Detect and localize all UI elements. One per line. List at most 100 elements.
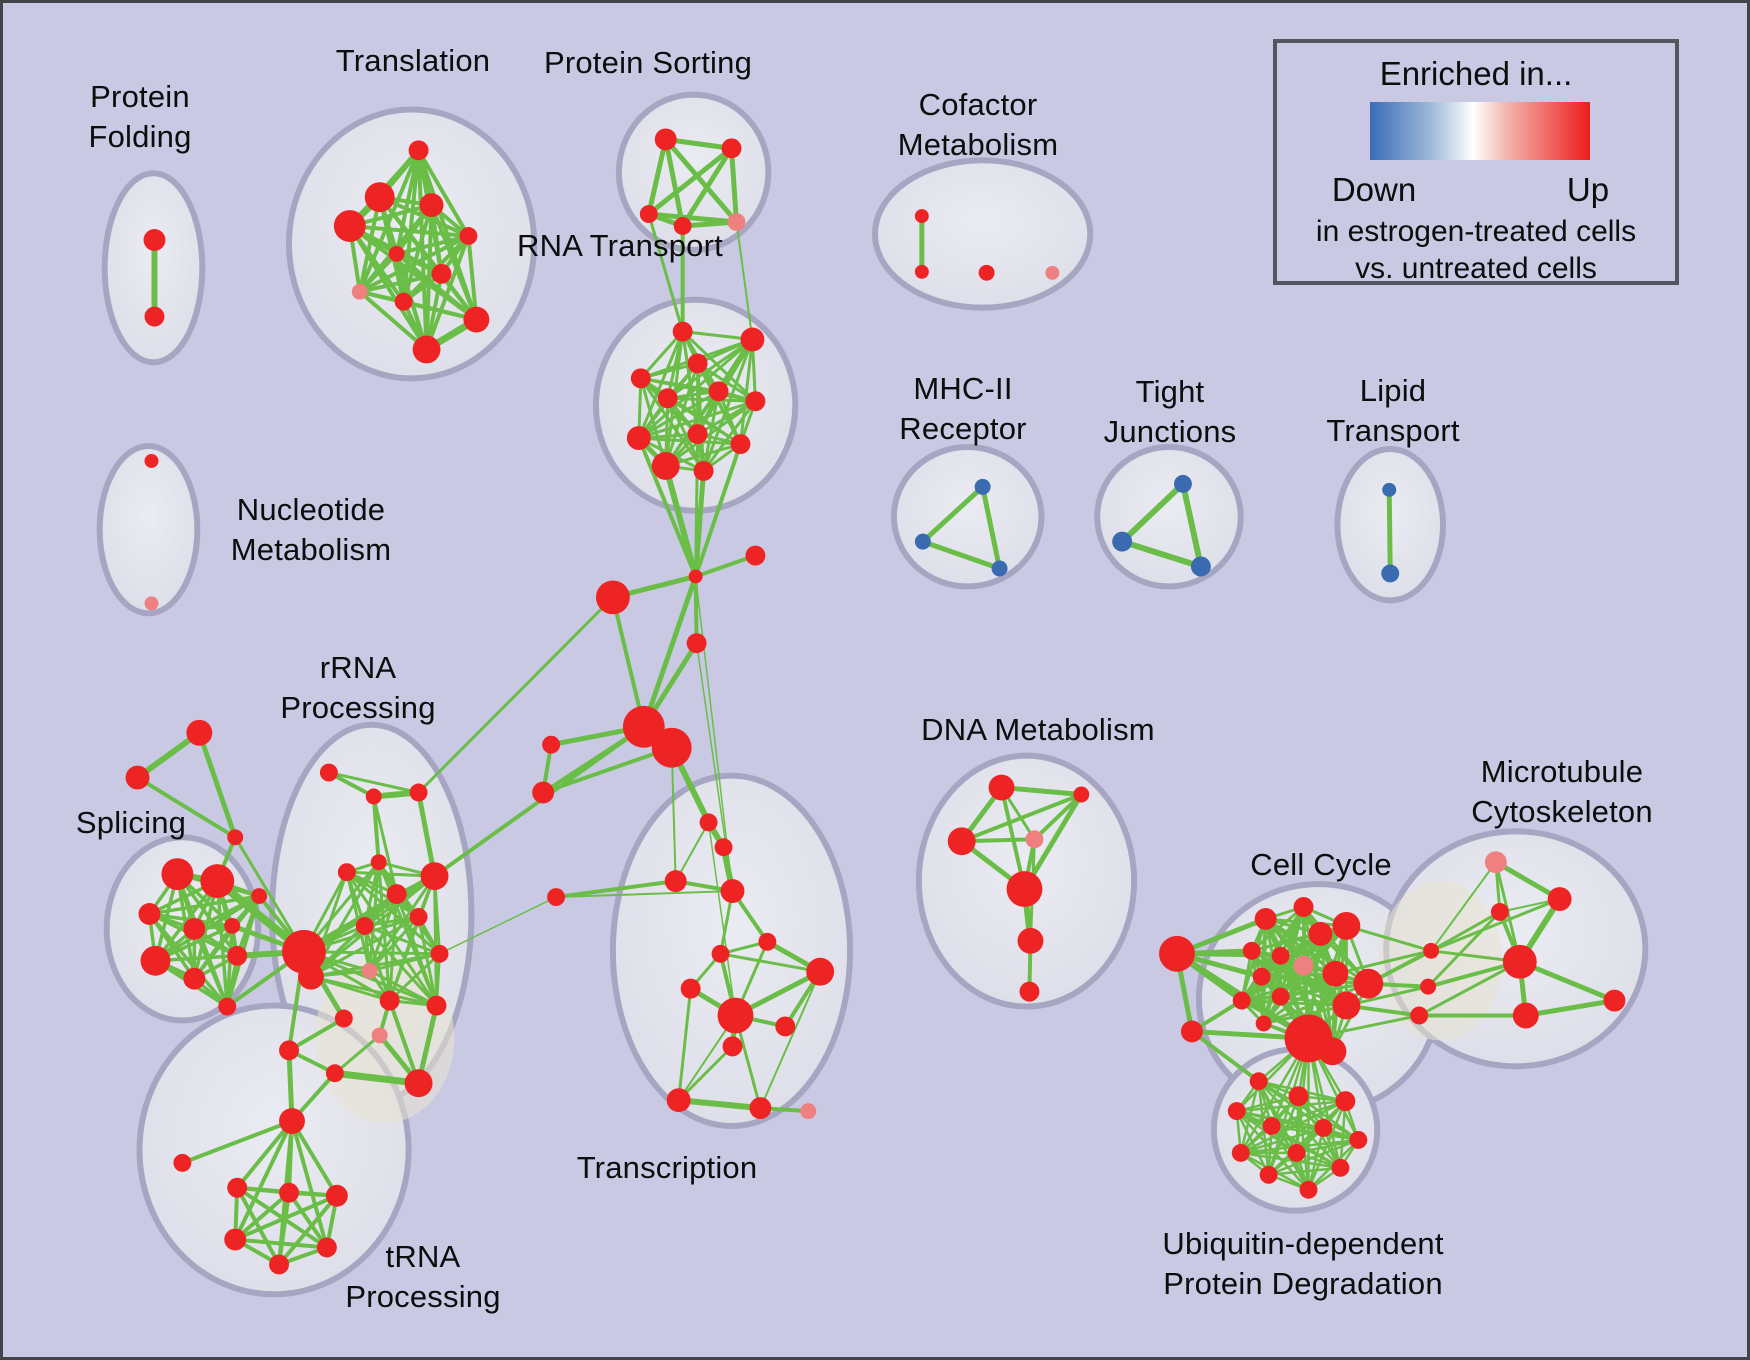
network-edge	[372, 794, 399, 896]
network-node-rt11	[651, 452, 680, 480]
network-edge	[327, 771, 421, 794]
network-node-h2	[297, 963, 324, 990]
network-edge	[287, 1190, 329, 1250]
network-node-r12	[379, 990, 400, 1011]
network-edge	[363, 924, 439, 1008]
network-edge	[1333, 949, 1433, 976]
network-edge	[636, 436, 698, 579]
network-node-ja	[1423, 942, 1440, 959]
network-edge	[1493, 859, 1563, 902]
network-node-tr1	[186, 719, 213, 746]
network-edge	[1179, 480, 1204, 570]
network-edge	[1344, 924, 1433, 953]
network-node-s1	[161, 858, 194, 891]
network-edge	[1429, 897, 1562, 953]
network-node-s10	[218, 997, 237, 1016]
network-edge	[357, 195, 382, 294]
network-edge	[438, 896, 557, 955]
network-edge	[664, 399, 757, 468]
legend-down-label: Down	[1331, 171, 1417, 208]
network-edge	[1240, 999, 1348, 1008]
network-node-t4	[333, 210, 366, 242]
network-edge	[424, 233, 471, 352]
overlap-lens-right	[1378, 881, 1502, 1041]
network-edge	[1240, 972, 1337, 1003]
network-edge	[1032, 792, 1084, 842]
network-node-m3	[991, 560, 1008, 577]
network-edge	[646, 136, 669, 217]
network-node-tp0	[279, 1108, 305, 1134]
network-edge	[416, 790, 438, 879]
network-edge	[387, 998, 421, 1086]
network-node-ps1	[654, 128, 677, 151]
network-node-g1	[622, 705, 665, 748]
network-node-c2	[532, 781, 555, 804]
network-node-x15	[800, 1103, 817, 1120]
legend-box: Enriched in... Down Up in estrogen-treat…	[1273, 39, 1679, 285]
network-edge	[694, 575, 734, 892]
network-edge	[920, 539, 1003, 571]
legend-gradient-bar	[1370, 102, 1590, 160]
network-edge	[1235, 1094, 1300, 1113]
network-edge	[702, 338, 754, 473]
network-node-tr3	[227, 829, 244, 846]
network-node-r1	[319, 763, 338, 782]
network-node-mt6	[1603, 989, 1626, 1012]
network-node-cf3	[978, 264, 995, 281]
network-node-t7	[431, 263, 452, 284]
network-node-d7	[1019, 981, 1040, 1002]
network-edge	[663, 136, 734, 151]
network-node-j1	[688, 569, 703, 584]
network-node-s4	[183, 917, 206, 940]
network-nodes-layer	[125, 128, 1626, 1275]
network-node-r14	[334, 1009, 353, 1028]
network-node-t10	[463, 306, 490, 333]
network-edge	[693, 553, 758, 579]
network-edge	[371, 794, 381, 865]
network-edge	[417, 595, 615, 794]
network-node-x12	[722, 1036, 743, 1057]
network-edge	[388, 952, 441, 1003]
network-node-rt10	[730, 434, 751, 455]
network-node-tp2	[227, 1177, 248, 1198]
network-edge	[554, 879, 678, 900]
network-node-s7	[183, 967, 206, 990]
network-edge	[180, 1119, 294, 1165]
network-node-x10	[717, 997, 754, 1034]
network-node-tp3	[279, 1182, 299, 1203]
network-edge	[693, 574, 699, 646]
network-edge	[347, 224, 429, 352]
network-node-t3	[419, 193, 444, 218]
network-node-u5	[1262, 1117, 1281, 1135]
network-node-x9	[806, 957, 835, 986]
network-node-rt12	[693, 460, 714, 481]
network-edge	[680, 145, 734, 229]
network-edge	[639, 376, 668, 468]
network-node-ps3	[639, 205, 658, 224]
network-node-x14	[749, 1097, 772, 1120]
network-edge	[347, 224, 471, 238]
network-edge	[738, 338, 754, 446]
network-edge	[680, 219, 739, 229]
network-node-tr2	[125, 765, 150, 790]
network-edge	[1240, 964, 1306, 1003]
network-node-x3	[664, 870, 687, 893]
network-node-n2	[144, 596, 159, 611]
network-edge	[555, 890, 734, 899]
network-edge	[395, 892, 439, 1008]
network-node-u12	[1299, 1180, 1318, 1199]
network-node-tp4	[325, 1184, 348, 1207]
network-node-x4	[720, 879, 745, 904]
network-edge	[674, 821, 710, 883]
network-node-mt1	[1484, 851, 1507, 874]
network-edge	[693, 442, 743, 579]
network-node-r8	[409, 907, 428, 926]
network-node-tp6	[316, 1237, 337, 1258]
network-node-u10	[1331, 1158, 1350, 1177]
network-node-tp5	[224, 1228, 247, 1251]
network-node-cf1	[914, 209, 929, 224]
network-node-mt2	[1547, 887, 1572, 911]
network-node-r4	[337, 863, 356, 882]
network-edge	[277, 1190, 292, 1267]
